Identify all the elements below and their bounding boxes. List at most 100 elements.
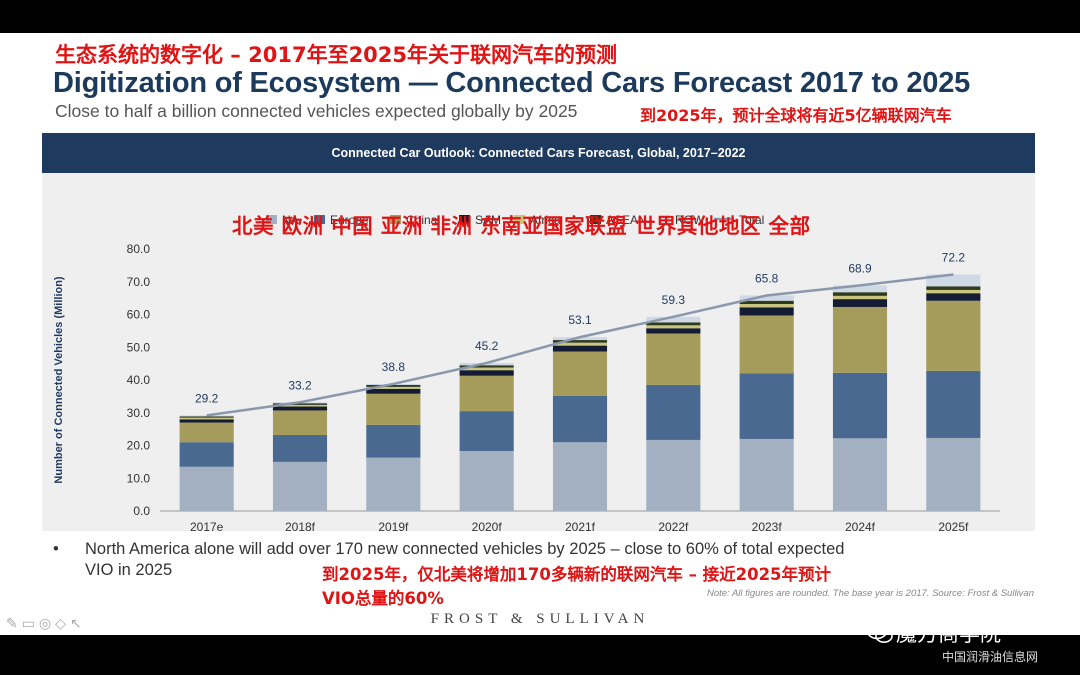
presentation-toolbar[interactable]: ✎▭◎◇↖ [6, 615, 86, 631]
chart-header: Connected Car Outlook: Connected Cars Fo… [42, 133, 1035, 173]
y-tick-label: 70.0 [127, 275, 151, 289]
bar-segment-asean [459, 365, 514, 368]
y-tick-label: 80.0 [127, 242, 151, 256]
chinese-subtitle: 到2025年，预计全球将有近5亿辆联网汽车 [640, 106, 952, 125]
y-tick-label: 40.0 [127, 373, 151, 387]
bar-segment-europe [646, 384, 701, 440]
legend-label: ASEAN [606, 213, 647, 227]
bar-segment-row [179, 415, 234, 417]
x-tick-label: 2020f [472, 520, 503, 531]
bar-segment-china [552, 351, 608, 396]
y-tick-label: 60.0 [127, 308, 151, 322]
chinese-legend-annotation: 北美 欧洲 中国 亚洲 非洲 东南亚国家联盟 世界其他地区 全部 [232, 214, 811, 238]
total-data-label: 53.1 [568, 313, 592, 327]
bullet-chinese-line-2: VIO总量的60% [322, 589, 444, 608]
x-tick-label: 2018f [285, 520, 316, 531]
bar-segment-na [646, 439, 701, 511]
slide: 生态系统的数字化 – 2017年至2025年关于联网汽车的预测 Digitiza… [0, 33, 1080, 635]
y-tick-label: 20.0 [127, 439, 151, 453]
y-tick-label: 50.0 [127, 340, 151, 354]
bar-segment-asean [366, 384, 421, 387]
watermark-sub: 中国润滑油信息网 [942, 650, 1039, 664]
bar-segment-sam [926, 293, 981, 301]
bar-segment-africa [459, 367, 514, 371]
total-data-label: 29.2 [195, 391, 219, 405]
watermark-label: 魔方商学院 [896, 622, 1001, 646]
legend-label: SAM [475, 213, 501, 227]
legend-swatch-row [659, 215, 670, 224]
bar-segment-europe [926, 370, 981, 438]
bar-segment-sam [179, 419, 234, 423]
y-tick-label: 0.0 [133, 504, 150, 518]
bullet-dot: • [53, 540, 59, 558]
bar-segment-row [739, 295, 794, 301]
x-tick-label: 2023f [752, 520, 783, 531]
bar-segment-row [552, 337, 608, 341]
bar-segment-na [832, 438, 888, 511]
bar-segment-sam [459, 370, 514, 376]
legend-swatch-sam [459, 215, 470, 224]
wechat-icon [866, 622, 893, 643]
x-tick-label: 2022f [658, 520, 689, 531]
bar-segment-sam [272, 406, 328, 411]
legend-label: Total [739, 213, 764, 227]
y-tick-label: 10.0 [127, 471, 151, 485]
bar-segment-na [366, 457, 421, 511]
total-data-label: 38.8 [382, 360, 406, 374]
bar-segment-sam [832, 299, 888, 307]
bar-segment-asean [272, 403, 328, 405]
total-data-label: 72.2 [942, 251, 966, 265]
y-tick-label: 30.0 [127, 406, 151, 420]
x-tick-label: 2021f [565, 520, 596, 531]
brand-logo-text: FROST & SULLIVAN [430, 611, 650, 627]
bar-segment-europe [272, 435, 328, 462]
legend-swatch-europe [314, 215, 325, 224]
x-tick-label: 2025f [938, 520, 969, 531]
source-note: Note: All figures are rounded. The base … [706, 588, 1034, 599]
bar-segment-china [272, 410, 328, 436]
bar-segment-europe [179, 442, 234, 467]
bar-segment-africa [366, 386, 421, 389]
bullet-chinese-line-1: 到2025年，仅北美将增加170多辆新的联网汽车 – 接近2025年预计 [322, 565, 832, 584]
legend-label: China [406, 213, 438, 227]
bar-segment-row [926, 274, 981, 287]
x-tick-label: 2019f [378, 520, 409, 531]
legend-swatch-asean [590, 215, 601, 224]
bar-segment-na [272, 461, 328, 511]
x-tick-label: 2017e [190, 520, 224, 531]
legend-label: ROW [675, 213, 705, 227]
total-data-label: 45.2 [475, 339, 499, 353]
bar-segment-europe [366, 424, 421, 458]
bullet-text: North America alone will add over 170 ne… [85, 540, 845, 579]
chinese-title: 生态系统的数字化 – 2017年至2025年关于联网汽车的预测 [55, 43, 618, 67]
bar-segment-row [646, 316, 701, 323]
bar-segment-africa [739, 304, 794, 308]
bar-segment-sam [646, 328, 701, 334]
bar-segment-na [739, 438, 794, 511]
legend-swatch-china [390, 215, 401, 224]
bar-segment-na [459, 451, 514, 511]
legend-swatch-na [266, 215, 277, 224]
total-line [206, 273, 954, 417]
bar-segment-na [552, 442, 608, 511]
bar-segment-europe [832, 372, 888, 439]
total-data-label: 68.9 [848, 261, 872, 275]
bar-segment-china [646, 333, 701, 385]
legend-swatch-africa [514, 215, 525, 224]
bar-segment-china [179, 422, 234, 443]
bar-segment-asean [832, 292, 888, 296]
bar-segment-sam [366, 388, 421, 394]
chart-panel: Connected Car Outlook: Connected Cars Fo… [42, 133, 1035, 531]
slide-title: Digitization of Ecosystem — Connected Ca… [53, 67, 971, 99]
bar-segment-asean [739, 300, 794, 305]
legend-label: Europe [330, 213, 369, 227]
bar-segment-africa [926, 289, 981, 294]
legend-label: NA [282, 213, 299, 227]
bar-segment-row [832, 285, 888, 293]
bar-segment-europe [552, 395, 608, 443]
bar-segment-asean [646, 322, 701, 326]
bar-segment-asean [552, 340, 608, 343]
bar-segment-na [179, 466, 234, 511]
total-data-label: 59.3 [662, 293, 686, 307]
bar-segment-africa [179, 417, 234, 420]
